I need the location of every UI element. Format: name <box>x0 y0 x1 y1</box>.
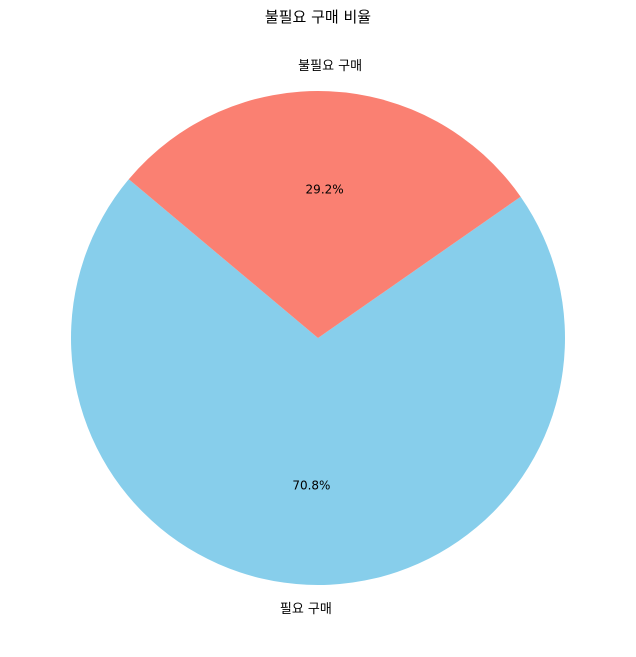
pie-slices <box>71 90 566 586</box>
slice-percent-label: 29.2% <box>306 182 344 196</box>
slice-label: 불필요 구매 <box>298 59 362 74</box>
pie-labels: 필요 구매 70.8% 불필요 구매 29.2% <box>280 59 362 617</box>
pie-slice <box>71 179 566 586</box>
pie-slice <box>128 90 521 338</box>
slice-label: 필요 구매 <box>280 602 332 617</box>
chart-title: 불필요 구매 비율 <box>265 8 371 26</box>
slice-percent-label: 70.8% <box>292 479 330 493</box>
